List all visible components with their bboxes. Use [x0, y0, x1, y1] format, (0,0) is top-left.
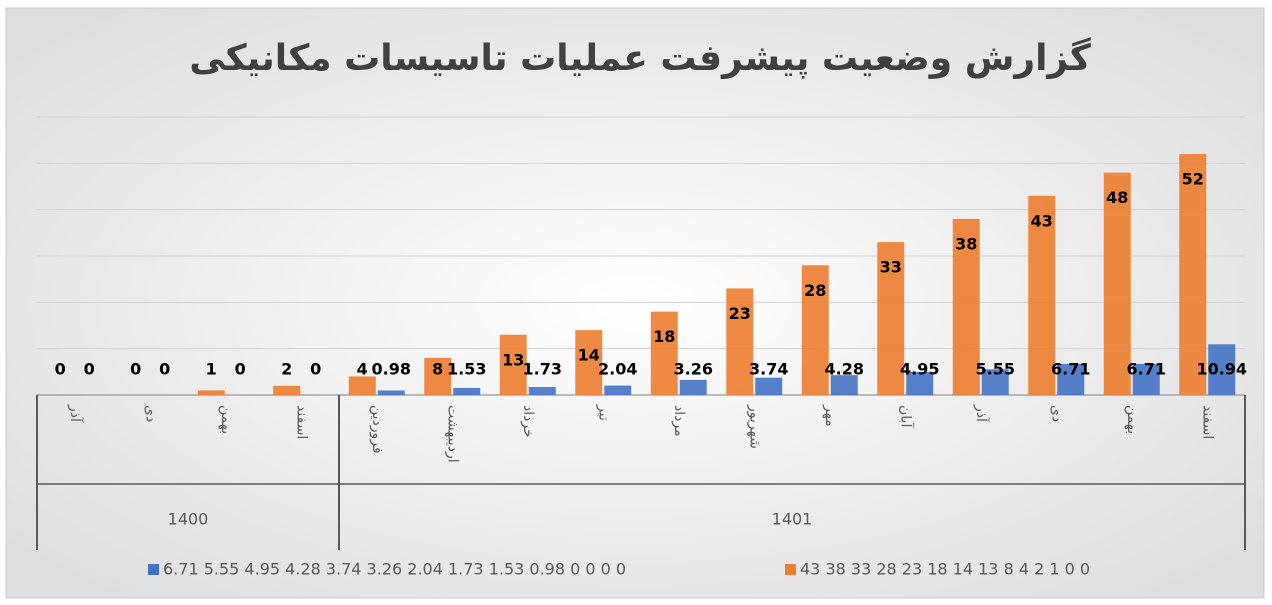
- legend-swatch: [148, 564, 159, 575]
- bar: [604, 385, 632, 395]
- data-label: 2.04: [598, 360, 637, 379]
- group-label: 1401: [772, 510, 813, 529]
- data-label: 0: [55, 360, 66, 379]
- bar: [273, 385, 301, 395]
- data-label: 0: [310, 360, 321, 379]
- bar: [679, 379, 707, 395]
- data-label: 18: [653, 327, 675, 346]
- data-label: 43: [1031, 211, 1053, 230]
- bar: [1132, 363, 1160, 395]
- data-label: 28: [804, 281, 826, 300]
- data-label: 8: [432, 360, 443, 379]
- bar: [197, 390, 225, 395]
- data-label: 0.98: [372, 360, 411, 379]
- chart-title: گزارش وضعیت پیشرفت عملیات تاسیسات مکانیک…: [189, 37, 1091, 79]
- group-label: 1400: [168, 510, 209, 529]
- data-label: 0: [235, 360, 246, 379]
- bar: [1103, 172, 1131, 395]
- x-tick-label: آذر: [973, 404, 990, 423]
- x-tick-label: بهمن: [218, 405, 234, 434]
- x-tick-label: دی: [1048, 405, 1064, 422]
- x-tick-label: اسفند: [293, 405, 309, 439]
- bar: [424, 357, 452, 395]
- data-label: 13: [502, 350, 524, 369]
- bar: [877, 242, 905, 395]
- legend-label: 43 38 33 28 23 18 14 13 8 4 2 1 0 0: [800, 560, 1090, 579]
- x-tick-label: تیر: [595, 404, 611, 421]
- legend-label: 6.71 5.55 4.95 4.28 3.74 3.26 2.04 1.73 …: [163, 560, 626, 579]
- x-tick-label: دی: [142, 405, 158, 422]
- x-tick-label: آذر: [67, 404, 84, 423]
- bar: [830, 375, 858, 395]
- bar: [377, 390, 405, 395]
- data-label: 52: [1182, 170, 1204, 189]
- bar: [348, 376, 376, 395]
- bar: [726, 288, 754, 395]
- x-tick-label: اردیبهشت: [444, 405, 460, 463]
- bar: [1179, 154, 1207, 395]
- bar: [755, 377, 783, 395]
- bar: [499, 334, 527, 395]
- data-label: 2: [281, 360, 292, 379]
- data-label: 6.71: [1127, 360, 1166, 379]
- bar: [575, 330, 603, 395]
- data-label: 14: [578, 346, 600, 365]
- bar: [906, 372, 934, 395]
- legend-swatch: [785, 564, 796, 575]
- data-label: 3.74: [749, 360, 788, 379]
- data-label: 6.71: [1051, 360, 1090, 379]
- data-label: 38: [955, 234, 977, 253]
- data-label: 1.53: [447, 360, 486, 379]
- x-tick-label: شهریور: [746, 404, 762, 449]
- data-label: 4: [357, 360, 368, 379]
- data-label: 0: [159, 360, 170, 379]
- data-label: 4.95: [900, 360, 939, 379]
- x-tick-label: مهر: [822, 404, 838, 427]
- x-tick-label: مرداد: [671, 405, 687, 437]
- data-label: 5.55: [976, 360, 1015, 379]
- data-label: 1.73: [523, 360, 562, 379]
- data-label: 3.26: [674, 360, 713, 379]
- bar: [650, 311, 678, 395]
- x-tick-label: خرداد: [520, 405, 536, 438]
- x-tick-label: آبان: [897, 405, 914, 428]
- data-label: 48: [1106, 188, 1128, 207]
- bar: [981, 369, 1009, 395]
- x-tick-label: اسفند: [1199, 405, 1215, 439]
- bar: [1208, 344, 1236, 395]
- bar: [1028, 195, 1056, 395]
- data-label: 0: [84, 360, 95, 379]
- bar: [952, 218, 980, 395]
- bar: [1057, 363, 1085, 395]
- bar: [801, 265, 829, 395]
- data-label: 23: [729, 304, 751, 323]
- x-tick-label: بهمن: [1124, 405, 1140, 434]
- bar: [453, 387, 481, 395]
- bar: [528, 386, 556, 395]
- data-label: 33: [880, 258, 902, 277]
- data-label: 1: [206, 360, 217, 379]
- data-label: 0: [130, 360, 141, 379]
- data-label: 4.28: [825, 360, 864, 379]
- x-tick-label: فروردین: [369, 405, 385, 454]
- data-label: 10.94: [1196, 360, 1247, 379]
